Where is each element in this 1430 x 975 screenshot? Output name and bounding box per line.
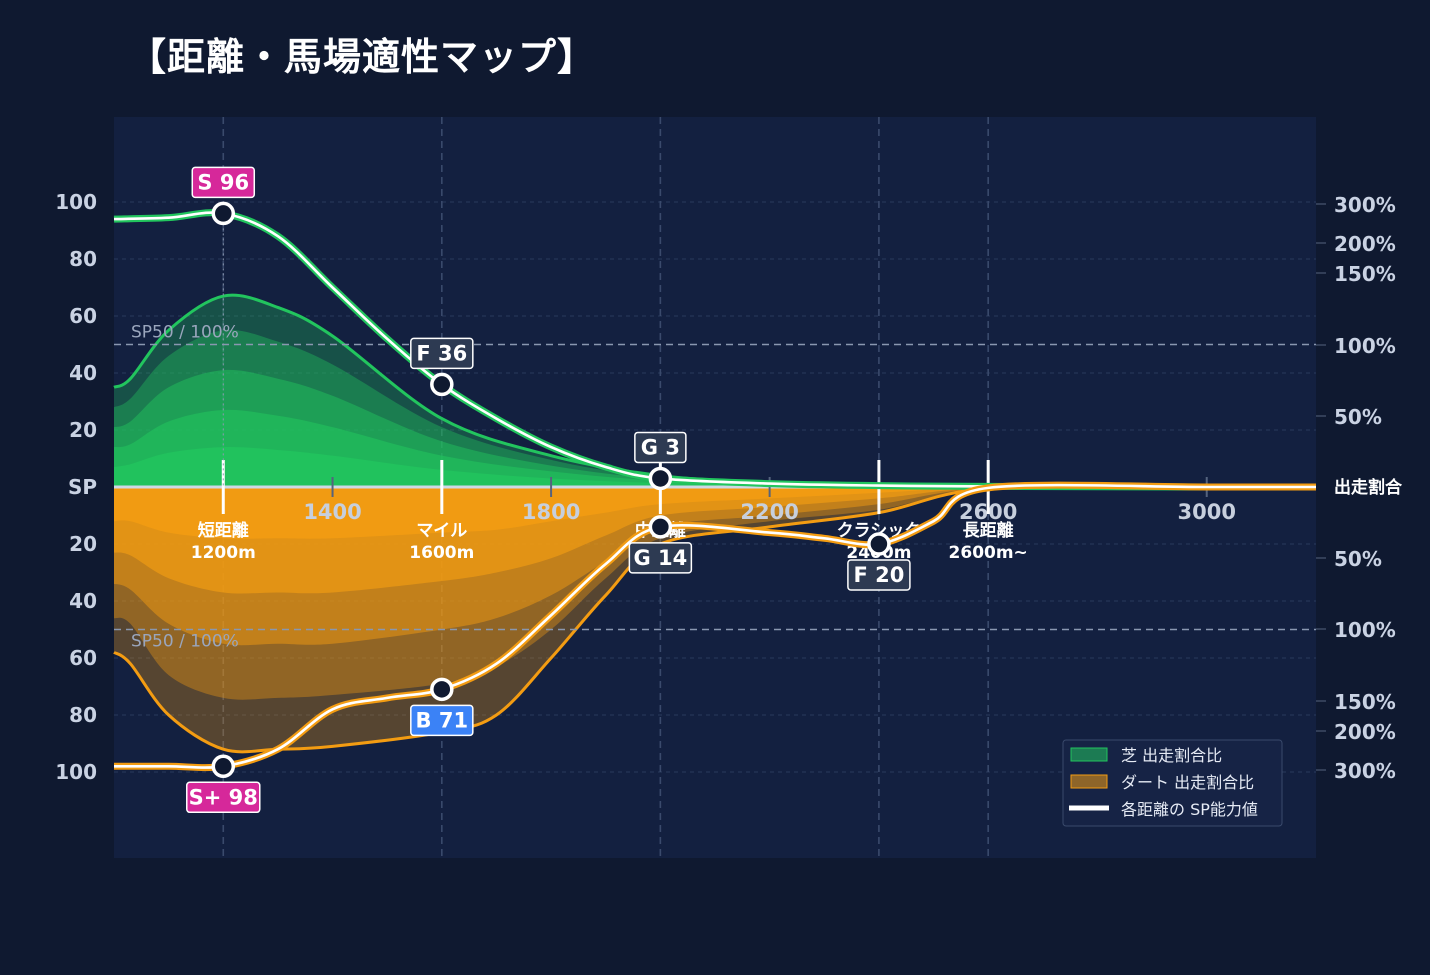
right-center-label: 出走割合 xyxy=(1334,477,1403,498)
marker-badge-5 xyxy=(628,542,693,574)
marker-badge-0 xyxy=(191,166,256,199)
marker-point-4 xyxy=(430,677,454,702)
category-label-1: マイル xyxy=(416,521,467,541)
right-tick-dirt-2: 150% xyxy=(1334,690,1396,714)
y-tick-turf-1: 80 xyxy=(69,247,97,271)
marker-badge-label-3: S+ 98 xyxy=(189,785,258,809)
legend-label-1: ダート 出走割合比 xyxy=(1121,773,1254,792)
y-tick-turf-4: 20 xyxy=(69,418,97,442)
marker-point-1 xyxy=(430,372,454,397)
legend-swatch-dirt xyxy=(1070,774,1108,789)
dirt-area-series xyxy=(113,484,1317,754)
right-tick-turf-2: 150% xyxy=(1334,262,1396,286)
marker-point-6 xyxy=(867,532,891,556)
marker-badge-label-4: B 71 xyxy=(416,708,469,732)
category-guides: SP50 / 100%SP50 / 100%140018002200260030… xyxy=(114,323,1316,652)
right-tick-turf-4: 50% xyxy=(1334,405,1382,429)
turf-area-layer-4 xyxy=(114,447,1316,488)
markers: S 96 F 36 G 3 S+ 98 B 71 G 14 F 20 xyxy=(186,166,911,814)
marker-point-0 xyxy=(211,201,236,226)
marker-badge-1 xyxy=(410,337,474,370)
marker-badge-label-6: F 20 xyxy=(853,563,904,587)
right-tick-dirt-3: 200% xyxy=(1334,720,1396,744)
y-center-label: SP xyxy=(68,475,97,499)
reference-label-turf: SP50 / 100% xyxy=(131,323,239,343)
marker-badge-label-1: F 36 xyxy=(416,341,467,365)
category-label-0: 短距離 xyxy=(198,520,249,541)
y-tick-turf-0: 100 xyxy=(55,190,97,214)
grid xyxy=(114,117,1316,858)
marker-badge-label-5: G 14 xyxy=(633,546,687,570)
x-tick-label-1: 1800 xyxy=(522,500,580,524)
category-sublabel-1: 1600m xyxy=(409,543,474,563)
legend-box xyxy=(1062,739,1283,827)
sp-line-dirt xyxy=(113,483,1317,769)
marker-badge-3 xyxy=(186,781,261,814)
legend-label-0: 芝 出走割合比 xyxy=(1121,746,1222,765)
right-tick-dirt-1: 100% xyxy=(1334,618,1396,642)
marker-badge-label-2: G 3 xyxy=(641,435,680,459)
category-sublabel-0: 1200m xyxy=(191,543,256,563)
y-tick-turf-3: 40 xyxy=(69,361,97,385)
chart-title: 【距離・馬場適性マップ】 xyxy=(128,35,597,79)
marker-point-2 xyxy=(648,466,673,491)
right-tick-dirt-4: 300% xyxy=(1334,759,1396,783)
legend-swatch-turf xyxy=(1070,747,1108,762)
marker-point-3 xyxy=(211,754,236,779)
y-tick-dirt-0: 20 xyxy=(69,532,97,556)
x-tick-label-0: 1400 xyxy=(303,500,361,524)
right-tick-dirt-0: 50% xyxy=(1334,547,1382,571)
right-tick-turf-1: 200% xyxy=(1334,232,1396,256)
sp-lines xyxy=(113,209,1317,772)
marker-badge-6 xyxy=(847,559,911,591)
marker-point-5 xyxy=(648,515,673,539)
marker-badge-4 xyxy=(410,704,474,737)
y-tick-dirt-4: 100 xyxy=(55,760,97,784)
marker-badge-label-0: S 96 xyxy=(197,170,249,194)
right-tick-turf-0: 300% xyxy=(1334,193,1396,217)
turf-area-layer-1 xyxy=(114,329,1316,488)
reference-label-dirt: SP50 / 100% xyxy=(131,632,239,652)
y-tick-turf-2: 60 xyxy=(69,304,97,328)
category-sublabel-4: 2600m~ xyxy=(949,543,1028,563)
y-tick-dirt-2: 60 xyxy=(69,646,97,670)
category-label-4: 長距離 xyxy=(963,520,1014,541)
x-tick-label-4: 3000 xyxy=(1178,500,1236,524)
marker-badge-2 xyxy=(634,431,687,464)
x-tick-label-2: 2200 xyxy=(740,500,798,524)
right-tick-turf-3: 100% xyxy=(1334,334,1396,358)
axes: 100 80 60 40 20 SP 20 40 60 80 100 300% 200% 150% 100%… xyxy=(55,190,1403,784)
y-tick-dirt-3: 80 xyxy=(69,703,97,727)
y-tick-dirt-1: 40 xyxy=(69,589,97,613)
legend-label-2: 各距離の SP能力値 xyxy=(1121,800,1258,819)
turf-area-layer-0 xyxy=(114,295,1316,488)
dirt-area-layer-4 xyxy=(114,486,1316,539)
